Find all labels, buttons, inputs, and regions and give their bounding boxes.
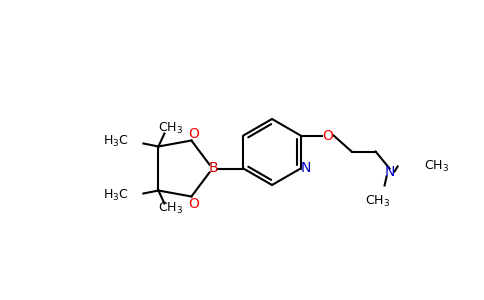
Text: CH$_3$: CH$_3$ <box>365 194 390 209</box>
Text: O: O <box>188 127 199 140</box>
Text: H$_3$C: H$_3$C <box>103 188 128 203</box>
Text: CH$_3$: CH$_3$ <box>158 121 183 136</box>
Text: O: O <box>188 196 199 211</box>
Text: O: O <box>322 128 333 142</box>
Text: H$_3$C: H$_3$C <box>103 134 128 149</box>
Text: B: B <box>209 161 218 176</box>
Text: CH$_3$: CH$_3$ <box>424 159 449 174</box>
Text: CH$_3$: CH$_3$ <box>158 201 183 216</box>
Text: N: N <box>301 161 311 176</box>
Text: N: N <box>384 164 395 178</box>
